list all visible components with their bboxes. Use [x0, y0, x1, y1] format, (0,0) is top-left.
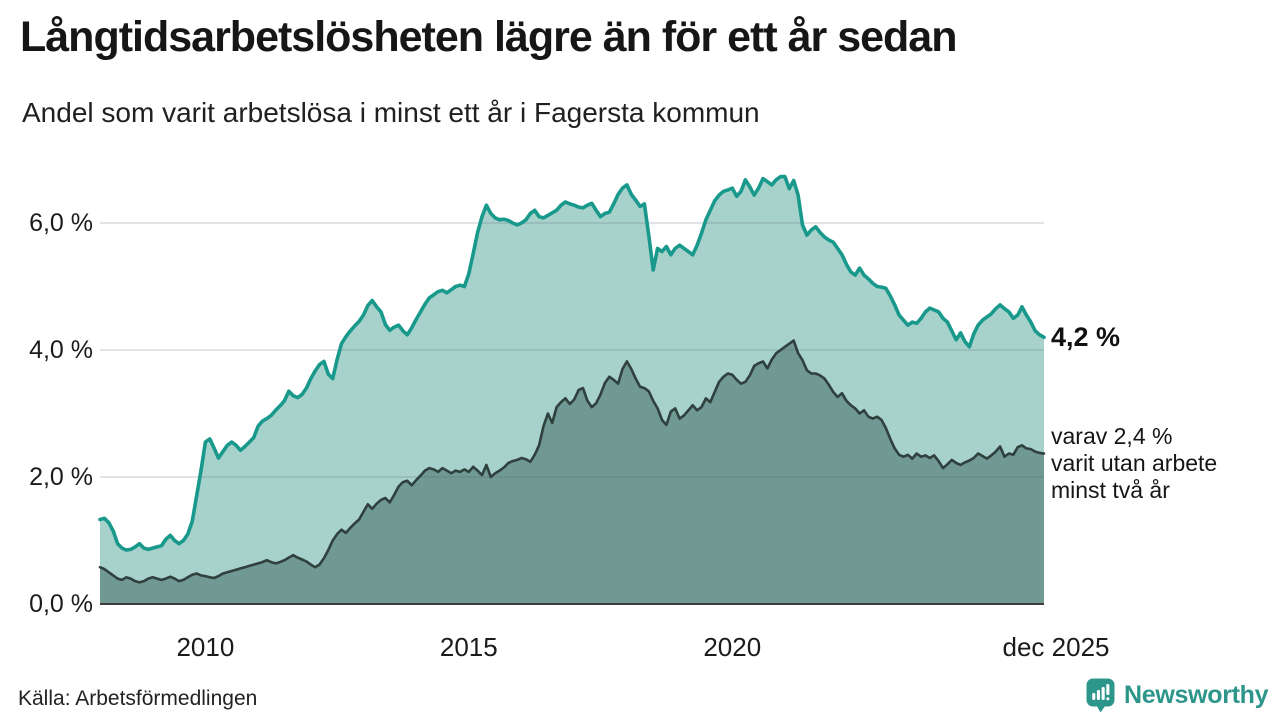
page-title: Långtidsarbetslösheten lägre än för ett … — [20, 13, 957, 61]
y-tick-label: 4,0 % — [29, 336, 93, 364]
source-note: Källa: Arbetsförmedlingen — [18, 687, 258, 710]
page-subtitle: Andel som varit arbetslösa i minst ett å… — [22, 97, 760, 128]
two-year-annotation-line: varav 2,4 % — [1051, 423, 1173, 449]
y-tick-label: 0,0 % — [29, 590, 93, 618]
gridlines — [100, 222, 1044, 478]
series-lines — [98, 174, 1046, 584]
line-one-year — [98, 174, 1046, 552]
x-tick-label: 2015 — [439, 632, 498, 662]
area-two-year — [100, 340, 1044, 604]
line-two-year — [98, 339, 1046, 584]
newsworthy-logo-text: Newsworthy — [1124, 681, 1269, 709]
two-year-annotation-line: minst två år — [1051, 477, 1170, 503]
y-tick-label: 6,0 % — [29, 209, 93, 237]
two-year-annotation: varav 2,4 % varit utan arbete minst två … — [1051, 423, 1217, 504]
x-tick-label: 2020 — [703, 632, 762, 662]
newsworthy-logo: Newsworthy — [1086, 678, 1269, 714]
newsworthy-logo-icon — [1086, 678, 1115, 713]
area-fills — [100, 176, 1044, 604]
x-tick-label: dec 2025 — [1002, 632, 1110, 662]
x-tick-label: 2010 — [176, 632, 235, 662]
latest-value-annotation: 4,2 % — [1051, 322, 1121, 352]
y-tick-label: 2,0 % — [29, 463, 93, 491]
two-year-annotation-line: varit utan arbete — [1051, 450, 1218, 476]
